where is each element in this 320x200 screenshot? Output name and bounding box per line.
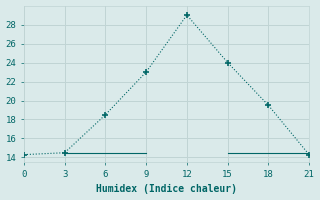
X-axis label: Humidex (Indice chaleur): Humidex (Indice chaleur) [96, 184, 237, 194]
